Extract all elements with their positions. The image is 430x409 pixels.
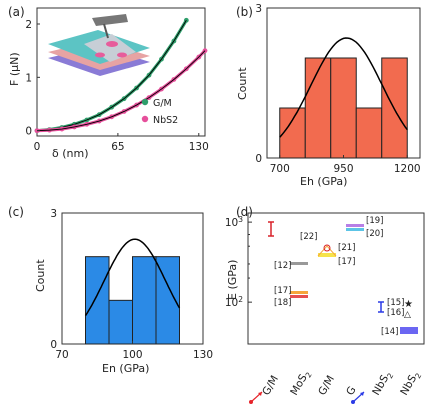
inset-dot-2: [95, 52, 105, 58]
panel-a-ytick-label: 1: [25, 72, 32, 84]
panel-label-b: (b): [236, 5, 253, 19]
arrow-blue-dot: [351, 400, 355, 404]
panel-d-category-labels: G/M MoS2 G/M G NbS2 NbS2: [260, 368, 423, 399]
panel-label-a: (a): [8, 5, 25, 19]
panel-a-legend: G/M NbS2: [141, 98, 178, 126]
panel-b-xtick-label: 1200: [394, 163, 421, 175]
mos2-bar-12: [290, 262, 308, 265]
panel-a-ticks: 0 65 130 0 1 2: [25, 19, 208, 153]
panel-b-bar: [355, 107, 383, 159]
panel-b: 700 950 1200 0 3 Eh (GPa) Count: [236, 3, 421, 188]
panel-b-bar: [304, 57, 332, 159]
panel-b-xtick-label: 700: [270, 163, 290, 175]
panel-label-d: (d): [236, 205, 253, 219]
panel-c-bar: [132, 256, 157, 345]
inset-tip-cantilever: [92, 14, 128, 26]
panel-d-frame: [247, 212, 425, 345]
panel-c-bar: [108, 299, 133, 345]
panel-label-c: (c): [8, 205, 24, 219]
panel-b-ylabel: Count: [236, 67, 249, 100]
panel-a-xtick-label: 0: [34, 141, 41, 153]
panel-d-category-label: MoS2: [288, 368, 314, 399]
annotation-ref-14: [14]: [381, 327, 398, 337]
panel-a-xtick-label: 130: [189, 141, 209, 153]
panel-a-xtick-label: 65: [111, 141, 124, 153]
inset-dot-1: [106, 41, 118, 47]
panel-c-xtick-label: 130: [193, 349, 213, 361]
legend-label-nbs2: NbS2: [153, 115, 178, 126]
panel-d-category-label: G: [344, 384, 358, 397]
g-bar-19: [346, 224, 364, 227]
panel-b-bar: [330, 57, 357, 159]
panel-d: E (GPa) 102 103 ★ △ [12] [17] [18]: [225, 212, 425, 404]
panel-a-ytick-label: 2: [25, 19, 32, 31]
panel-c-fit-curve: [84, 238, 181, 317]
annotation-ref-16: [16]: [387, 308, 404, 318]
panel-d-category-label: G/M: [316, 374, 337, 398]
panel-a: 0 65 130 0 1 2 δ (nm) F (μN) G/M NbS2: [8, 7, 209, 160]
panel-d-annotations: [12] [17] [18] [19] [20] [21] [22] [17] …: [274, 216, 404, 337]
panel-b-fit-curve: [279, 37, 408, 138]
mos2-bar-18: [290, 295, 308, 298]
arrow-red-head: [258, 392, 262, 396]
panel-c-xtick-label: 70: [55, 349, 68, 361]
annotation-ref-12: [12]: [274, 261, 291, 271]
panel-c-xlabel: En (GPa): [102, 362, 149, 375]
panel-b-ytick-label: 3: [255, 3, 262, 15]
panel-a-ytick-label: 0: [25, 126, 32, 138]
panel-b-ticks: 700 950 1200 0 3: [255, 3, 420, 175]
nbs2-bar-14: [400, 327, 418, 334]
panel-b-xtick-label: 950: [333, 163, 353, 175]
panel-a-xlabel: δ (nm): [52, 147, 89, 160]
panel-d-ylabel: E (GPa): [226, 260, 239, 300]
legend-marker-nbs2: [141, 115, 149, 123]
gm-arc: [317, 245, 337, 257]
mos2-bar-17: [290, 291, 308, 294]
panel-c-ytick-label: 3: [50, 208, 57, 220]
inset-tip: [103, 23, 109, 39]
panel-b-xlabel: Eh (GPa): [300, 175, 347, 188]
legend-marker-gm: [141, 98, 149, 106]
panel-c: 70 100 130 0 3 En (GPa) Count: [34, 208, 213, 375]
panel-d-category-label: G/M: [260, 374, 281, 398]
panel-c-bars: [85, 256, 180, 345]
panel-c-bar: [85, 256, 110, 345]
arrow-blue-head: [360, 392, 364, 396]
gm-bar-17: [318, 253, 336, 257]
nbs2-star-marker: ★: [404, 299, 413, 310]
panel-c-bar: [155, 256, 180, 345]
inset-dot-3: [117, 52, 127, 58]
g-bar-20: [346, 228, 364, 231]
annotation-ref-20: [20]: [366, 229, 383, 239]
panel-d-category-label: NbS2: [398, 369, 423, 399]
panel-a-series: [34, 17, 208, 134]
annotation-ref-21: [21]: [338, 243, 355, 253]
series-nbs2-fit: [36, 50, 206, 132]
panel-a-frame: [36, 7, 206, 137]
panel-d-category-label: NbS2: [370, 369, 395, 399]
panel-d-ytick-label: 103: [225, 215, 243, 229]
panel-d-marks: ★ △: [268, 221, 418, 334]
panel-b-ytick-label: 0: [255, 153, 262, 165]
gm-circle-21: [323, 244, 331, 252]
panel-c-ylabel: Count: [34, 259, 47, 292]
panel-c-xtick-label: 100: [122, 349, 142, 361]
annotation-ref-18: [18]: [274, 298, 291, 308]
legend-label-gm: G/M: [153, 98, 172, 109]
nbs2-triangle-marker: △: [404, 310, 411, 320]
panel-d-ytick-label: 102: [225, 295, 243, 309]
annotation-ref-17-gm: [17]: [338, 257, 355, 267]
panel-d-arrows: [249, 391, 365, 404]
panel-c-ticks: 70 100 130 0 3: [50, 208, 213, 361]
annotation-ref-17-mos2: [17]: [274, 286, 291, 296]
panel-a-ylabel: F (μN): [8, 52, 21, 86]
annotation-ref-15: [15]: [387, 298, 404, 308]
inset-illustration: [48, 14, 150, 76]
annotation-ref-22: [22]: [300, 232, 317, 242]
panel-c-ytick-label: 0: [50, 339, 57, 351]
annotation-ref-19: [19]: [366, 216, 383, 226]
arrow-red-dot: [249, 400, 253, 404]
